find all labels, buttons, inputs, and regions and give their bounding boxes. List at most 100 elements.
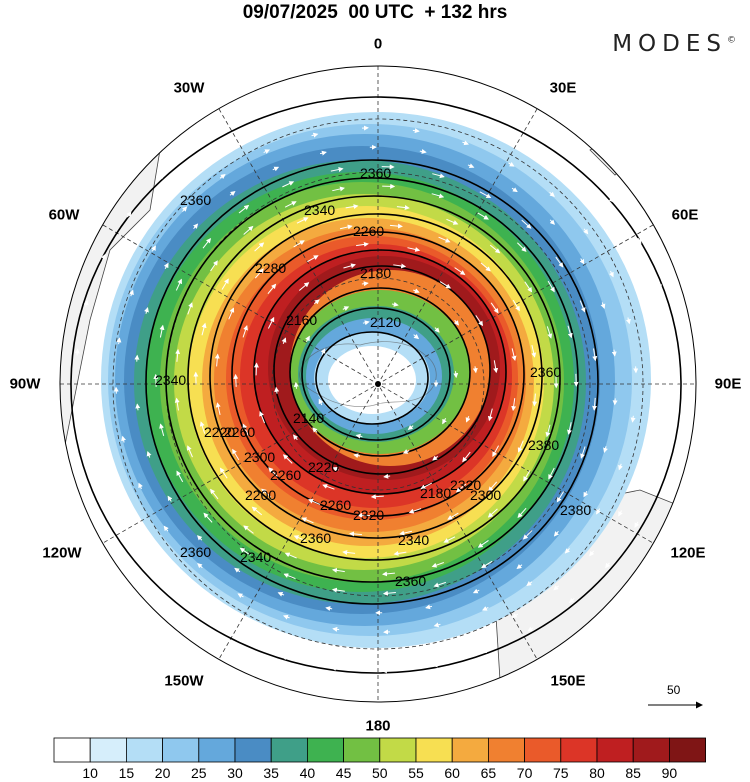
wind-vector xyxy=(455,483,467,493)
wind-vector xyxy=(669,330,675,338)
wind-vector xyxy=(454,267,466,275)
wind-vector xyxy=(382,590,396,596)
wind-vector xyxy=(546,326,553,339)
wind-vector xyxy=(322,484,335,490)
wind-vector xyxy=(74,397,80,405)
wind-vector xyxy=(472,588,480,594)
wind-vector xyxy=(353,453,361,459)
colorbar-tick-label: 20 xyxy=(154,765,171,781)
colorbar-tick-label: 40 xyxy=(299,765,316,781)
height-contour xyxy=(231,231,525,517)
wind-vector xyxy=(524,281,533,293)
wind-vector xyxy=(389,223,403,229)
wind-vector xyxy=(263,149,270,154)
wind-vector xyxy=(283,573,296,580)
wind-vector xyxy=(399,530,413,536)
wind-vector xyxy=(438,236,451,243)
wind-vector xyxy=(312,427,318,433)
wind-vector xyxy=(82,446,88,454)
wind-vector xyxy=(419,149,427,154)
lon-label-120e: 120E xyxy=(670,544,706,562)
lon-label-30e: 30E xyxy=(549,79,577,97)
wind-vector xyxy=(320,348,326,355)
wind-vector xyxy=(569,597,575,604)
wind-vector xyxy=(512,299,520,312)
wind-vector xyxy=(432,455,439,461)
wind-vector xyxy=(603,446,608,453)
wind-vector xyxy=(555,256,564,268)
wind-vector xyxy=(167,495,173,502)
wind-vector xyxy=(511,187,518,193)
wind-vector xyxy=(541,160,548,166)
wind-vector xyxy=(282,454,293,464)
wind-vector xyxy=(237,593,244,599)
wind-vector xyxy=(465,633,473,639)
colorbar-tick-label: 75 xyxy=(553,765,569,781)
colorbar-swatch xyxy=(343,737,381,763)
wind-vector xyxy=(487,108,495,114)
wind-vector xyxy=(210,260,218,272)
pole-marker xyxy=(375,381,381,387)
contour-label: 2260 xyxy=(224,424,255,440)
wind-vector xyxy=(605,562,611,569)
wind-vector xyxy=(307,255,319,263)
wind-vector xyxy=(99,493,105,501)
contour-label: 2180 xyxy=(360,265,391,281)
wind-vector xyxy=(549,191,555,197)
colorbar-swatch xyxy=(487,737,525,763)
contour-label: 2340 xyxy=(304,202,335,218)
wind-vector xyxy=(499,134,506,140)
wind-vector xyxy=(439,281,452,289)
wind-vector xyxy=(356,241,369,247)
wind-vector xyxy=(396,205,410,210)
wind-vector xyxy=(465,415,471,423)
brand-mark: © xyxy=(727,35,736,46)
wind-vector xyxy=(511,348,517,361)
wind-vector xyxy=(611,349,617,357)
contour-label: 2160 xyxy=(286,312,317,328)
wind-vector xyxy=(452,116,460,122)
wind-vector xyxy=(126,211,132,218)
contour-label: 2360 xyxy=(300,530,331,546)
wind-vector xyxy=(579,300,586,313)
colorbar-swatch xyxy=(89,737,127,763)
wind-vector xyxy=(477,539,489,548)
map-disc xyxy=(60,66,696,702)
wind-vector xyxy=(443,536,456,543)
wind-vector xyxy=(101,310,107,318)
wind-vector xyxy=(592,348,598,362)
colorbar-tick-label: 45 xyxy=(335,765,352,781)
contour-label: 2140 xyxy=(293,410,324,426)
wind-vector xyxy=(636,237,642,245)
contour-label: 2360 xyxy=(180,544,211,560)
wind-vector xyxy=(242,423,249,436)
wind-vector xyxy=(583,490,589,498)
wind-vector xyxy=(442,417,447,425)
contour-label: 2280 xyxy=(255,260,286,276)
wind-vector xyxy=(531,345,537,358)
wind-vector xyxy=(144,307,149,314)
wind-vector xyxy=(349,531,363,537)
colorbar-tick-label: 15 xyxy=(118,765,135,781)
height-contour xyxy=(145,159,599,605)
wind-vector xyxy=(232,448,240,461)
wind-vector xyxy=(267,316,275,329)
wind-vector xyxy=(589,550,595,557)
wind-vector xyxy=(272,166,280,172)
wind-vector xyxy=(417,645,425,651)
wind-vector xyxy=(370,494,384,500)
wind-vector xyxy=(487,508,498,518)
wind-vector xyxy=(284,552,297,559)
colorbar-swatch xyxy=(379,737,417,763)
wind-vector xyxy=(517,242,527,252)
height-contour xyxy=(165,177,579,583)
wind-vector xyxy=(343,263,356,269)
height-contour xyxy=(253,249,507,495)
wind-vector xyxy=(553,585,559,591)
wind-vector xyxy=(600,302,606,310)
wind-vector xyxy=(433,622,441,628)
wind-vector xyxy=(508,161,515,167)
contour-label: 2200 xyxy=(245,487,276,503)
lon-label-150w: 150W xyxy=(164,672,204,690)
wind-vector xyxy=(159,324,165,338)
